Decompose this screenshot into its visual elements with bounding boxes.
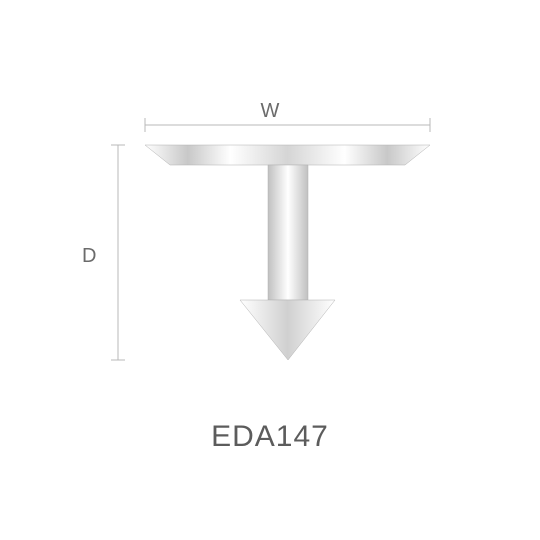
- width-dimension-line: [145, 118, 430, 132]
- depth-dimension-line: [111, 145, 125, 360]
- width-label: W: [261, 100, 280, 123]
- product-code: EDA147: [211, 420, 329, 454]
- depth-label: D: [82, 245, 96, 268]
- profile-shape: [145, 145, 430, 360]
- diagram-svg: [0, 0, 540, 540]
- product-diagram: W D EDA147: [0, 0, 540, 540]
